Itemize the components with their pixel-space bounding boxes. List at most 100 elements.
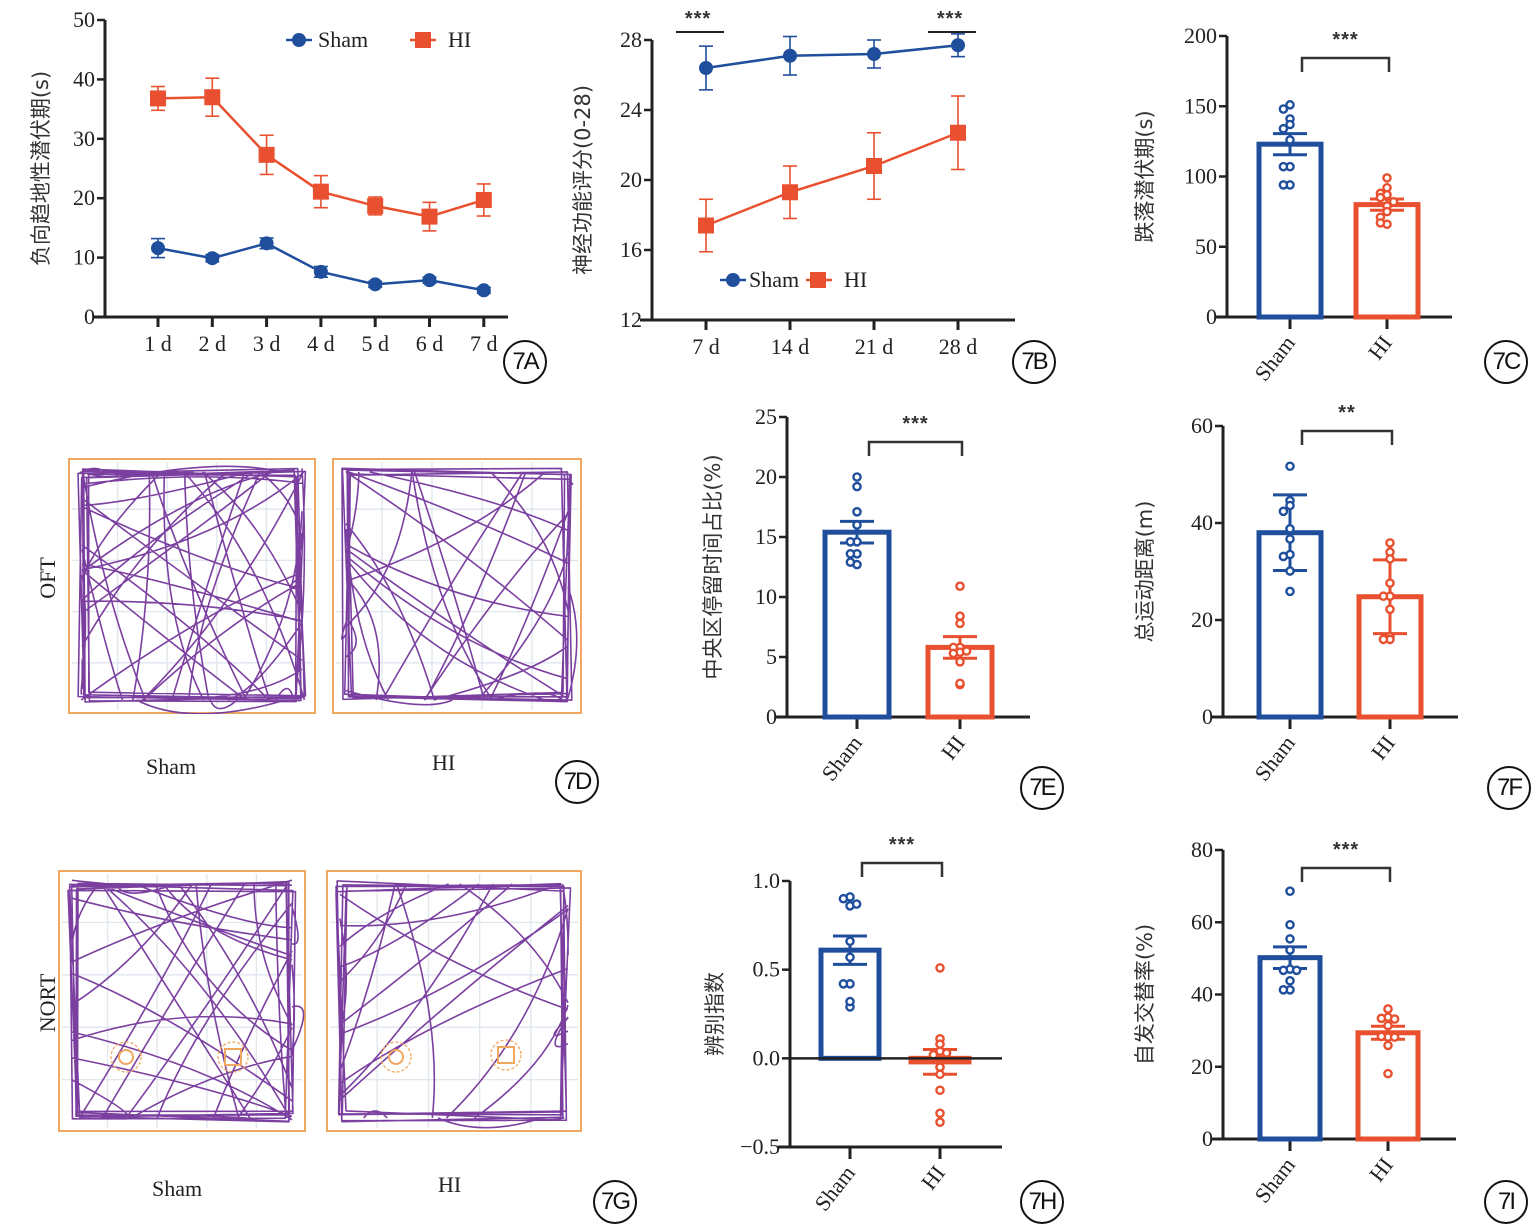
y-tick-label: 40 [1191,982,1213,1007]
data-point-hi [1382,173,1392,183]
panel-tag-7e: 7E [1020,766,1064,810]
data-point-sham [1285,534,1295,544]
data-point-sham [368,277,383,292]
data-point-hi [367,197,384,214]
panel-tag-7i: 7I [1484,1180,1528,1224]
data-point-sham [1285,524,1295,534]
data-point-hi [935,1108,945,1119]
x-tick-label: 2 d [199,331,227,356]
data-point-hi [1385,554,1395,564]
data-point-hi [1383,1068,1393,1079]
nort-sham-label: Sham [152,1176,203,1201]
data-point-hi [955,618,965,629]
data-point-sham [867,47,881,61]
data-point-sham [1285,919,1295,930]
data-point-hi [935,1069,945,1080]
object-circle-icon [388,1049,404,1065]
data-point-sham [1278,123,1289,134]
y-tick-label: 0.0 [753,1045,781,1070]
data-point-sham [1285,500,1295,511]
y-tick-label: 20 [620,167,642,192]
data-point-sham [1285,566,1295,576]
x-tick-label: 7 d [692,334,720,359]
y-axis-title: 总运动距离(m) [1133,501,1157,643]
data-point-hi [1378,634,1389,645]
series-line-hi [705,131,959,227]
data-point-sham [1285,100,1295,110]
data-point-hi [150,90,166,107]
significance-label: *** [902,413,928,435]
data-point-hi [1376,1031,1387,1042]
object-square-icon [497,1046,515,1064]
data-point-hi [1389,1032,1400,1042]
y-tick-label: 20 [1191,1054,1213,1079]
significance-label: *** [1333,839,1359,861]
significance-label: *** [685,8,711,30]
data-point-hi [955,581,965,591]
data-point-sham [838,979,849,989]
data-point-sham [1285,934,1295,944]
y-tick-label: 50 [1195,234,1217,259]
data-point-sham [845,557,856,567]
data-point-hi [698,217,714,234]
significance-label: *** [889,834,915,856]
data-point-hi [1385,604,1395,615]
data-point-sham [1285,945,1295,955]
object-square-icon [224,1048,242,1066]
data-point-sham [259,236,274,251]
data-point-hi [1375,192,1386,203]
data-point-sham [1278,965,1289,976]
x-tick-label: HI [936,731,970,765]
data-point-sham [783,48,797,63]
trajectory-path [77,465,307,714]
legend-marker-sham [292,33,306,47]
object-zone [490,1039,522,1071]
data-point-hi [1375,218,1386,228]
data-point-sham [1278,506,1289,517]
data-point-hi [1382,206,1392,217]
y-tick-label: 25 [755,404,777,429]
chart-7c-fall-latency: 0 50 100 150 200 跌落潜伏期(s) Sham HI *** [1133,23,1452,386]
oft-hi-label: HI [432,750,456,775]
object-zone [217,1041,249,1073]
data-point-sham [1278,985,1289,995]
data-point-hi [1378,591,1389,602]
data-point-sham [852,520,862,530]
panel-tag-7a: 7A [503,340,547,384]
y-tick-label: 0.5 [753,957,781,982]
data-point-sham [422,273,437,288]
trajectory-path [341,467,578,706]
data-point-hi [1376,1013,1387,1024]
legend-label-hi: HI [448,27,471,52]
x-tick-label: Sham [1249,731,1300,786]
data-point-sham [852,472,862,482]
chart-7i-spontaneous-alternation: 0 20 40 60 80 自发交替率(%) Sham HI *** [1133,837,1456,1208]
chart-7a-negative-geotaxis: 0 10 20 30 40 50 负向趋地性潜伏期(s) 1 d 2 d 3 d 4 d 5 d 6 d… [29,7,508,356]
panel-tag-7h: 7H [1020,1180,1064,1224]
y-tick-label: 40 [1191,510,1213,535]
trajectory-path [335,880,572,1129]
x-tick-label: Sham [816,731,867,786]
y-tick-label: 10 [755,584,777,609]
data-point-hi [935,1117,945,1127]
y-tick-label: 15 [755,524,777,549]
data-point-sham [1285,886,1295,896]
significance-bracket [1300,429,1394,445]
y-tick-label: 24 [620,97,642,122]
nort-hi-track-image [326,870,582,1132]
data-point-sham [1278,551,1289,562]
data-point-sham [845,952,855,963]
data-point-hi [782,184,798,201]
data-point-sham [151,241,165,256]
data-point-hi [935,963,945,973]
oft-sham-label: Sham [146,754,197,779]
x-tick-label: 3 d [253,331,281,356]
object-circle-icon [118,1049,134,1065]
data-point-sham [845,536,856,547]
data-point-hi [258,146,275,163]
trajectory-path [67,879,305,1123]
series-line-sham [705,44,959,70]
x-tick-label: 1 d [144,331,172,356]
data-point-hi [1383,1004,1393,1014]
data-point-hi [475,191,492,208]
